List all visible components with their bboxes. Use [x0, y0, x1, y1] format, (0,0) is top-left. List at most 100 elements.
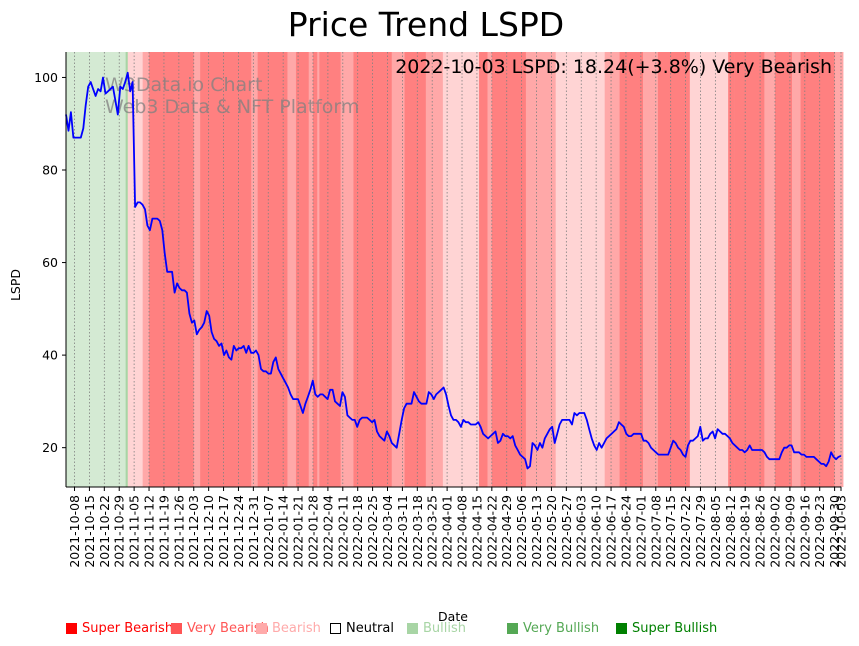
legend-item: Super Bullish: [616, 621, 717, 636]
sentiment-band: [125, 52, 129, 487]
legend-swatch: [66, 623, 77, 634]
sentiment-band: [479, 52, 488, 487]
sentiment-band: [442, 52, 480, 487]
x-tick-label: 2022-05-27: [559, 495, 574, 568]
x-tick-label: 2022-08-19: [738, 495, 753, 568]
x-tick-label: 2021-12-10: [201, 495, 216, 568]
legend-label: Bearish: [272, 621, 321, 636]
watermark: W3Data.io Chart Web3 Data & NFT Platform: [105, 74, 359, 118]
chart-title: Price Trend LSPD: [288, 5, 564, 44]
y-tick-label: 80: [42, 163, 58, 178]
legend-item: Neutral: [330, 621, 394, 636]
sentiment-band: [792, 52, 801, 487]
x-tick-label: 2022-08-12: [723, 495, 738, 568]
x-tick-label: 2022-07-01: [633, 495, 648, 568]
sentiment-band: [319, 52, 341, 487]
sentiment-band: [257, 52, 288, 487]
sentiment-band: [66, 52, 126, 487]
x-tick-label: 2022-03-25: [425, 495, 440, 568]
sentiment-band: [734, 52, 765, 487]
sentiment-band: [604, 52, 620, 487]
x-tick-label: 2022-04-22: [484, 495, 499, 568]
sentiment-band: [425, 52, 444, 487]
y-tick-label: 20: [42, 440, 58, 455]
legend-swatch: [330, 623, 341, 634]
x-tick-label: 2022-06-03: [574, 495, 589, 568]
sentiment-band: [404, 52, 427, 487]
sentiment-band: [657, 52, 691, 487]
sentiment-band: [525, 52, 556, 487]
sentiment-band: [764, 52, 776, 487]
x-tick-label: 2022-02-18: [350, 495, 365, 568]
legend-label: Super Bullish: [632, 621, 718, 636]
sentiment-band: [487, 52, 493, 487]
x-tick-label: 2022-01-21: [291, 495, 306, 568]
x-ticks: 2021-10-08 2021-10-15 2021-10-22 2021-10-29…: [67, 487, 849, 568]
x-tick-label: 2022-06-10: [589, 495, 604, 568]
x-tick-label: 2022-04-08: [455, 495, 470, 568]
legend-swatch: [507, 623, 518, 634]
x-tick-label: 2022-03-11: [395, 495, 410, 568]
sentiment-band: [142, 52, 150, 487]
x-tick-label: 2022-01-07: [261, 495, 276, 568]
legend-item: Bullish: [407, 621, 466, 636]
x-tick-label: 2021-10-15: [82, 495, 97, 568]
x-tick-label: 2021-10-29: [112, 495, 127, 568]
sentiment-band: [774, 52, 793, 487]
legend-label: Neutral: [346, 621, 394, 636]
x-tick-label: 2022-10-03: [834, 495, 849, 568]
x-tick-label: 2022-03-18: [410, 495, 425, 568]
sentiment-band: [619, 52, 644, 487]
x-tick-label: 2022-09-02: [767, 495, 782, 568]
x-tick-label: 2021-11-05: [127, 495, 142, 568]
legend-item: Very Bearish: [171, 621, 269, 636]
x-tick-label: 2022-09-30: [827, 495, 842, 568]
x-tick-label: 2021-10-08: [67, 495, 82, 568]
x-tick-label: 2021-11-26: [171, 495, 186, 568]
x-tick-label: 2022-07-29: [693, 495, 708, 568]
x-tick-label: 2022-07-22: [678, 495, 693, 568]
x-tick-label: 2022-03-04: [380, 495, 395, 568]
legend-label: Very Bearish: [187, 621, 269, 636]
axes: [65, 52, 841, 488]
x-tick-label: 2021-11-19: [156, 495, 171, 568]
x-tick-label: 2022-04-15: [469, 495, 484, 568]
x-tick-label: 2022-05-13: [529, 495, 544, 568]
legend-item: Bearish: [256, 621, 321, 636]
x-tick-label: 2022-02-11: [335, 495, 350, 568]
x-tick-label: 2022-09-16: [797, 495, 812, 568]
x-axis-label: Date: [438, 609, 468, 624]
latest-value-annotation: 2022-10-03 LSPD: 18.24(+3.8%) Very Beari…: [395, 56, 832, 78]
sentiment-band: [193, 52, 201, 487]
x-tick-label: 2022-04-01: [440, 495, 455, 568]
legend-item: Very Bullish: [507, 621, 599, 636]
sentiment-band: [295, 52, 310, 487]
x-tick-label: 2022-06-17: [604, 495, 619, 568]
watermark-line-2: Web3 Data & NFT Platform: [105, 96, 359, 118]
x-tick-label: 2022-08-26: [753, 495, 768, 568]
x-tick-label: 2022-02-25: [365, 495, 380, 568]
x-tick-label: 2022-01-28: [305, 495, 320, 568]
sentiment-band: [312, 52, 318, 487]
x-tick-label: 2022-06-24: [618, 495, 633, 568]
x-tick-label: 2022-07-15: [663, 495, 678, 568]
y-tick-label: 60: [42, 255, 58, 270]
x-tick-label: 2021-12-17: [216, 495, 231, 568]
sentiment-band: [642, 52, 659, 487]
legend-label: Very Bullish: [523, 621, 600, 636]
sentiment-band: [308, 52, 314, 487]
x-tick-label: 2022-07-08: [648, 495, 663, 568]
legend-swatch: [407, 623, 418, 634]
sentiment-band: [251, 52, 258, 487]
x-tick-label: 2022-09-23: [812, 495, 827, 568]
sentiment-band: [689, 52, 729, 487]
watermark-line-1: W3Data.io Chart: [105, 74, 262, 96]
series-line-lspd: [65, 71, 842, 470]
sentiment-band: [728, 52, 735, 487]
x-tick-label: 2022-08-05: [708, 495, 723, 568]
y-tick-label: 40: [42, 348, 58, 363]
x-tick-label: 2022-02-04: [320, 495, 335, 568]
sentiment-band: [317, 52, 320, 487]
y-tick-label: 100: [34, 70, 58, 85]
